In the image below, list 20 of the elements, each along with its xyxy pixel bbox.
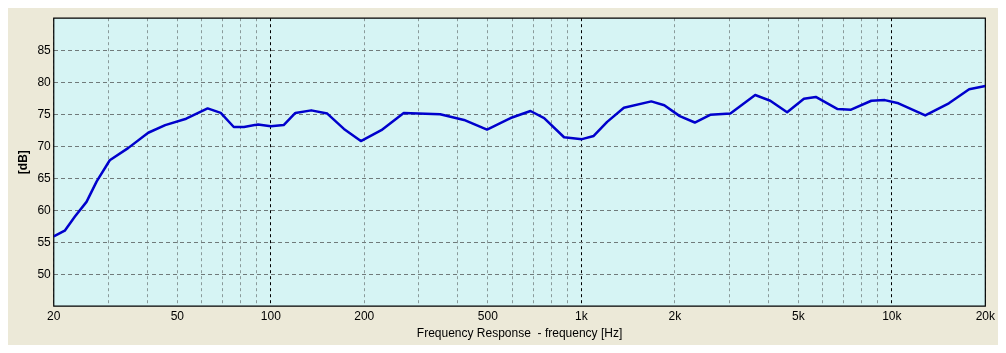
y-tick-label: 65 <box>37 170 52 185</box>
y-tick-label: 80 <box>37 74 52 89</box>
x-axis-title: Frequency Response - frequency [Hz] <box>416 326 623 341</box>
y-tick-label: 85 <box>37 42 52 57</box>
x-tick-label: 5k <box>792 308 806 323</box>
x-tick-label: 200 <box>354 308 375 323</box>
x-tick-label: 20 <box>47 308 61 323</box>
y-axis-title: [dB] <box>15 150 30 175</box>
x-tick-label: 500 <box>477 308 499 323</box>
y-tick-label: 50 <box>37 266 52 281</box>
x-tick-label: 1k <box>574 308 589 323</box>
y-tick-label: 70 <box>37 138 52 153</box>
x-tick-label: 100 <box>260 308 282 323</box>
x-tick-label: 10k <box>882 308 903 323</box>
y-tick-label: 60 <box>37 202 52 217</box>
x-tick-label: 50 <box>170 308 185 323</box>
y-tick-label: 75 <box>37 106 52 121</box>
x-tick-label: 20k <box>975 308 996 323</box>
y-tick-label: 55 <box>37 234 52 249</box>
x-tick-label: 2k <box>668 308 683 323</box>
